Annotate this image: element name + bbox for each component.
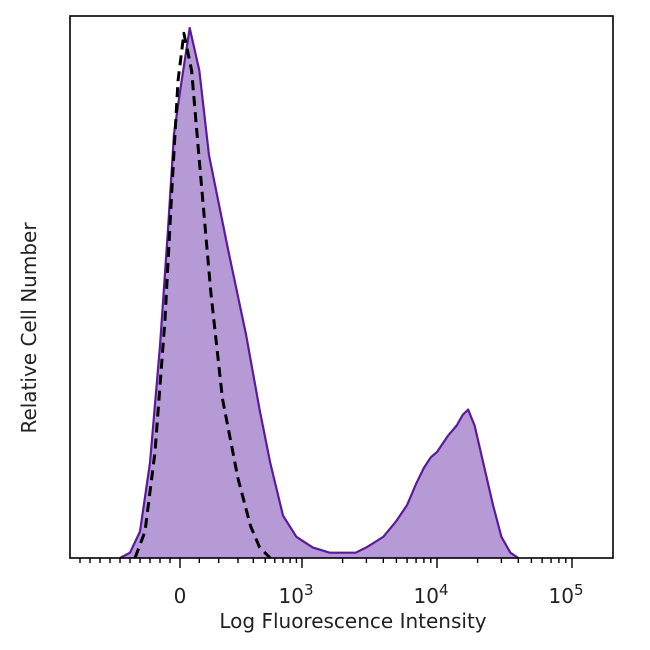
x-axis-label: Log Fluorescence Intensity <box>219 609 486 633</box>
y-axis-label: Relative Cell Number <box>17 222 41 434</box>
control-histogram-line <box>133 31 272 560</box>
x-tick-labels: 0 103 104 105 <box>174 581 584 608</box>
x-tick-label: 105 <box>549 581 584 608</box>
series-0-area <box>120 28 519 558</box>
x-ticks <box>79 558 573 568</box>
series-layer <box>119 26 519 560</box>
x-tick-label: 104 <box>414 581 449 608</box>
plot-frame <box>69 15 614 559</box>
x-tick-label: 103 <box>279 581 314 608</box>
x-tick-label: 0 <box>174 584 187 608</box>
